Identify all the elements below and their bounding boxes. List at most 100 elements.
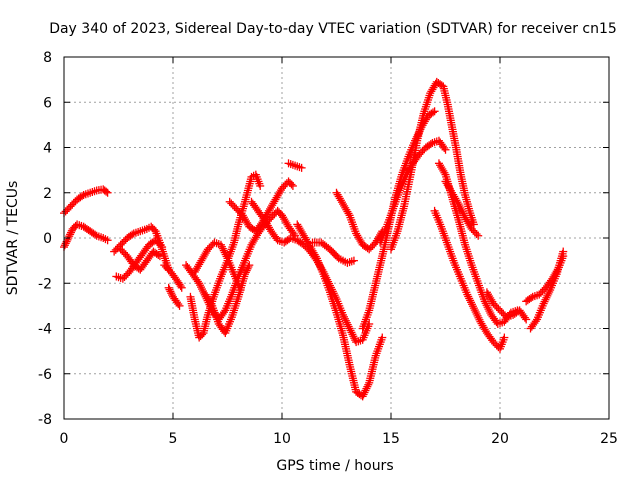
data-point (311, 252, 320, 261)
data-point (457, 205, 466, 214)
data-point (485, 307, 494, 316)
data-point (430, 107, 439, 116)
data-point (474, 313, 483, 322)
series-arc-19 (376, 136, 450, 247)
data-point (347, 328, 356, 337)
data-point (349, 332, 358, 341)
data-point (543, 291, 552, 300)
data-point (345, 324, 354, 333)
chart-title: Day 340 of 2023, Sidereal Day-to-day VTE… (49, 21, 617, 37)
series-arc-5 (116, 245, 164, 274)
x-tick-label: 0 (60, 431, 69, 447)
series-arc-10 (190, 238, 245, 295)
data-point (216, 240, 225, 249)
series-arc-6 (160, 261, 186, 292)
data-point (440, 168, 449, 177)
data-point (175, 301, 184, 310)
data-point (66, 230, 75, 239)
data-point (541, 295, 550, 304)
data-point (242, 266, 251, 275)
data-point (481, 299, 490, 308)
x-tick-label: 10 (273, 431, 291, 447)
series-arc-2 (60, 220, 112, 252)
data-point (297, 163, 306, 172)
y-tick-label: 6 (43, 95, 52, 111)
series-arc-8 (186, 170, 265, 342)
data-point (343, 320, 352, 329)
data-point (531, 317, 540, 326)
data-point (341, 316, 350, 325)
series-arc-1 (60, 185, 112, 218)
series-arc-20 (387, 77, 478, 254)
data-point (467, 298, 476, 307)
y-axis-title: SDTVAR / TECUs (5, 181, 21, 296)
data-point (65, 232, 74, 241)
y-tick-label: 2 (43, 186, 52, 202)
data-point (360, 388, 369, 397)
series-arc-11 (201, 261, 254, 338)
data-point (361, 386, 370, 395)
data-point (472, 230, 481, 239)
data-point (459, 209, 468, 218)
data-point (128, 230, 137, 239)
data-point (480, 297, 489, 306)
data-point (522, 315, 531, 324)
data-point (458, 207, 467, 216)
data-point (362, 384, 371, 393)
data-point (244, 262, 253, 271)
data-point (349, 256, 358, 265)
data-point (245, 261, 254, 270)
x-tick-label: 15 (382, 431, 400, 447)
series-arc-24 (482, 288, 531, 324)
data-point (61, 239, 70, 248)
data-point (243, 264, 252, 273)
data-point (465, 294, 474, 303)
data-point (542, 293, 551, 302)
data-point (350, 334, 359, 343)
data-point (473, 311, 482, 320)
data-point (472, 309, 481, 318)
data-point (363, 382, 372, 391)
data-point (539, 299, 548, 308)
data-point (217, 242, 226, 251)
data-point (221, 250, 230, 259)
data-point (220, 248, 229, 257)
data-point (344, 209, 353, 218)
y-tick-label: 8 (43, 50, 52, 66)
axis-ticks: 0 5 10 15 20 25 -8 -6 -4 -2 0 2 4 6 8 (38, 50, 618, 447)
data-point (176, 282, 185, 291)
y-tick-label: 4 (43, 141, 52, 157)
data-point (428, 108, 437, 117)
data-point (103, 236, 112, 245)
data-point (484, 305, 493, 314)
data-point (174, 300, 183, 309)
data-point (288, 181, 297, 190)
data-point (466, 296, 475, 305)
data-point (469, 304, 478, 313)
data-point (540, 297, 549, 306)
data-point (346, 326, 355, 335)
data-points (60, 77, 568, 401)
data-point (219, 246, 228, 255)
series-arc-13 (247, 197, 374, 347)
data-point (441, 145, 450, 154)
data-point (197, 283, 206, 292)
data-point (454, 200, 463, 209)
y-tick-label: -2 (38, 276, 52, 292)
data-point (474, 231, 483, 240)
data-point (220, 308, 229, 317)
data-point (91, 230, 100, 239)
series-arc-26 (522, 252, 568, 306)
data-point (467, 300, 476, 309)
x-tick-label: 20 (491, 431, 509, 447)
data-point (166, 287, 175, 296)
data-point (197, 285, 206, 294)
data-point (344, 322, 353, 331)
data-point (77, 192, 86, 201)
data-point (559, 252, 568, 261)
data-point (165, 285, 174, 294)
data-point (154, 250, 163, 259)
series-arc-22 (430, 206, 509, 353)
data-point (464, 292, 473, 301)
